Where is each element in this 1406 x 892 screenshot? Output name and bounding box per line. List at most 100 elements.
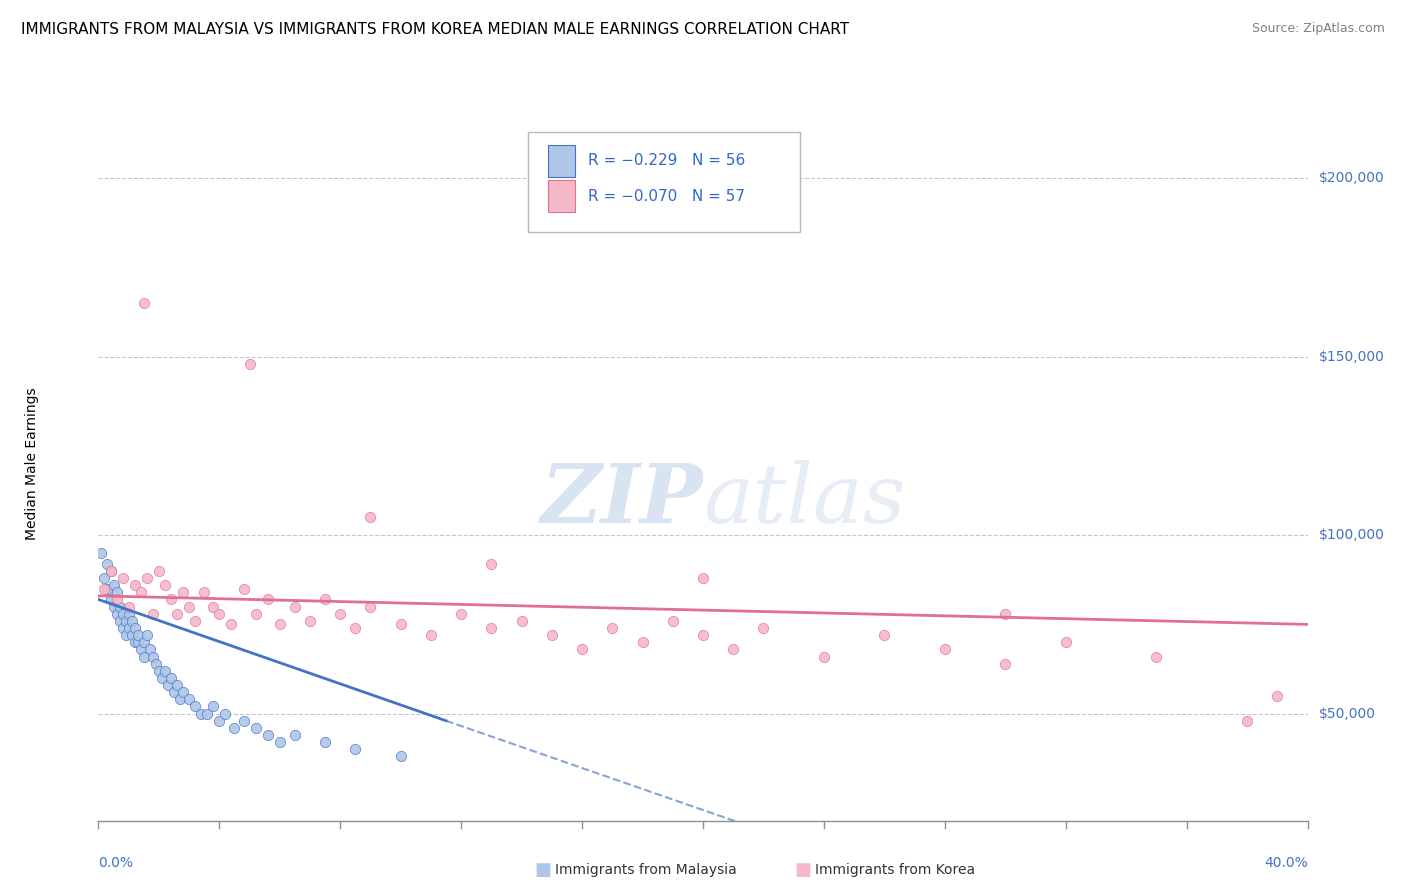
Point bbox=[114, 628, 136, 642]
Point bbox=[256, 592, 278, 607]
Point bbox=[1236, 714, 1258, 728]
Point bbox=[135, 571, 157, 585]
Point bbox=[571, 642, 593, 657]
Point bbox=[124, 578, 146, 592]
Point bbox=[419, 628, 441, 642]
Point bbox=[360, 510, 382, 524]
Point bbox=[329, 607, 352, 621]
Point bbox=[389, 617, 412, 632]
Point bbox=[245, 607, 267, 621]
Point bbox=[100, 564, 122, 578]
Point bbox=[139, 642, 162, 657]
Point bbox=[239, 357, 262, 371]
Point bbox=[108, 614, 131, 628]
Text: 40.0%: 40.0% bbox=[1264, 856, 1308, 871]
Point bbox=[284, 599, 307, 614]
FancyBboxPatch shape bbox=[548, 145, 575, 177]
Point bbox=[148, 564, 170, 578]
Point bbox=[172, 585, 194, 599]
Point bbox=[184, 699, 207, 714]
Text: Immigrants from Malaysia: Immigrants from Malaysia bbox=[555, 863, 737, 877]
Text: Source: ZipAtlas.com: Source: ZipAtlas.com bbox=[1251, 22, 1385, 36]
Point bbox=[873, 628, 896, 642]
Point bbox=[142, 607, 165, 621]
Point bbox=[450, 607, 472, 621]
Point bbox=[121, 628, 143, 642]
Point bbox=[360, 599, 382, 614]
Point bbox=[142, 649, 165, 664]
Point bbox=[224, 721, 246, 735]
Point bbox=[221, 617, 243, 632]
Point bbox=[105, 607, 128, 621]
Text: 0.0%: 0.0% bbox=[98, 856, 134, 871]
Point bbox=[166, 678, 188, 692]
Point bbox=[145, 657, 167, 671]
Point bbox=[269, 617, 291, 632]
Point bbox=[163, 685, 186, 699]
Point bbox=[389, 749, 412, 764]
Point bbox=[481, 557, 503, 571]
Text: ZIP: ZIP bbox=[540, 459, 703, 540]
Point bbox=[177, 599, 201, 614]
Point bbox=[344, 742, 367, 756]
Point bbox=[172, 685, 194, 699]
Point bbox=[132, 649, 155, 664]
Point bbox=[481, 621, 503, 635]
Point bbox=[631, 635, 654, 649]
Point bbox=[127, 635, 149, 649]
Point bbox=[118, 621, 141, 635]
Point bbox=[232, 714, 254, 728]
Point bbox=[148, 664, 170, 678]
Point bbox=[169, 692, 191, 706]
Point bbox=[193, 585, 215, 599]
Point bbox=[177, 692, 201, 706]
Point bbox=[994, 607, 1017, 621]
Point bbox=[202, 699, 225, 714]
Point bbox=[121, 614, 143, 628]
Point bbox=[510, 614, 533, 628]
FancyBboxPatch shape bbox=[527, 132, 800, 232]
Point bbox=[284, 728, 307, 742]
Text: atlas: atlas bbox=[703, 459, 905, 540]
Text: Median Male Earnings: Median Male Earnings bbox=[25, 387, 39, 541]
Text: Immigrants from Korea: Immigrants from Korea bbox=[815, 863, 976, 877]
Point bbox=[195, 706, 218, 721]
Point bbox=[661, 614, 683, 628]
Point bbox=[269, 735, 291, 749]
Point bbox=[934, 642, 956, 657]
Point bbox=[256, 728, 278, 742]
Point bbox=[103, 599, 125, 614]
Point bbox=[299, 614, 322, 628]
Point bbox=[108, 599, 131, 614]
Point bbox=[160, 671, 183, 685]
Point bbox=[93, 582, 115, 596]
Text: $150,000: $150,000 bbox=[1319, 350, 1385, 364]
Point bbox=[156, 678, 179, 692]
Point bbox=[160, 592, 183, 607]
Point bbox=[1054, 635, 1077, 649]
Point bbox=[202, 599, 225, 614]
Text: ■: ■ bbox=[534, 861, 551, 879]
Point bbox=[208, 607, 231, 621]
Point bbox=[1265, 689, 1288, 703]
Point bbox=[124, 635, 146, 649]
Point bbox=[129, 585, 152, 599]
Point bbox=[344, 621, 367, 635]
Point bbox=[752, 621, 775, 635]
FancyBboxPatch shape bbox=[548, 180, 575, 212]
Point bbox=[208, 714, 231, 728]
Point bbox=[994, 657, 1017, 671]
Point bbox=[602, 621, 624, 635]
Point bbox=[166, 607, 188, 621]
Text: $50,000: $50,000 bbox=[1319, 706, 1375, 721]
Text: R = −0.070   N = 57: R = −0.070 N = 57 bbox=[588, 189, 745, 203]
Point bbox=[96, 582, 118, 596]
Point bbox=[132, 635, 155, 649]
Point bbox=[314, 735, 336, 749]
Point bbox=[111, 571, 134, 585]
Point bbox=[153, 664, 176, 678]
Point bbox=[190, 706, 212, 721]
Point bbox=[96, 557, 118, 571]
Text: R = −0.229   N = 56: R = −0.229 N = 56 bbox=[588, 153, 745, 168]
Point bbox=[118, 599, 141, 614]
